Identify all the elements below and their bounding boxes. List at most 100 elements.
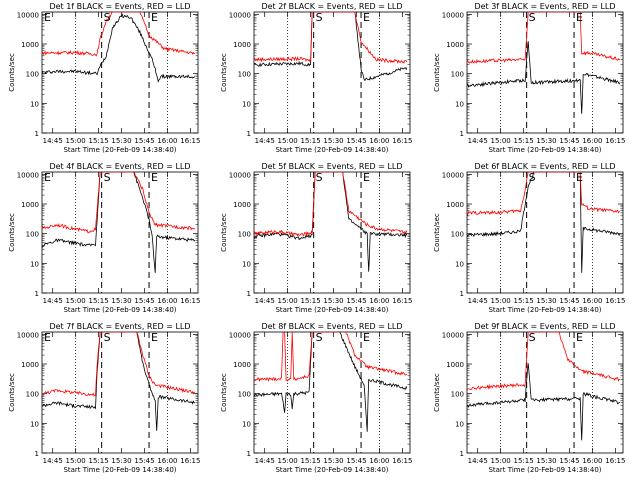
y-tick-label: 100	[26, 391, 39, 399]
x-tick-label: 15:45	[134, 137, 154, 145]
series-events-line	[42, 332, 196, 431]
x-tick-label: 16:15	[180, 457, 200, 465]
y-tick-label: 1000	[21, 361, 39, 369]
x-tick-label: 15:30	[111, 137, 131, 145]
y-axis-label: Counts/sec	[433, 213, 441, 252]
y-axis-label: Counts/sec	[8, 213, 16, 252]
x-tick-label: 15:30	[536, 137, 556, 145]
panel-det-7f: Det 7f BLACK = Events, RED = LLD 1 10 100 10…	[8, 322, 200, 474]
plot-frame	[466, 11, 624, 134]
y-tick-label: 1	[460, 450, 464, 458]
y-tick-label: 10	[30, 260, 39, 268]
y-tick-label: 1000	[233, 201, 251, 209]
x-tick-label: 15:15	[513, 457, 533, 465]
y-tick-label: 1	[460, 130, 464, 138]
x-tick-label: 15:00	[491, 457, 511, 465]
x-tick-label: 16:00	[582, 457, 602, 465]
panel-det-4f: Det 4f BLACK = Events, RED = LLD 1 10 100 10…	[8, 162, 200, 314]
x-axis-label: Start Time (20-Feb-09 14:38:40)	[275, 146, 388, 154]
y-tick-label: 1	[247, 130, 251, 138]
interval-marker-s: S	[316, 331, 323, 344]
series-lld-line	[467, 12, 621, 64]
interval-marker-s: S	[529, 331, 536, 344]
x-tick-label: 15:15	[300, 457, 320, 465]
series-group	[42, 332, 196, 431]
x-tick-label: 15:15	[88, 457, 108, 465]
x-tick-label: 15:45	[559, 137, 579, 145]
y-tick-label: 10	[242, 100, 251, 108]
y-tick-label: 10000	[229, 331, 251, 339]
y-tick-label: 100	[26, 231, 39, 239]
x-tick-label: 15:45	[559, 457, 579, 465]
x-tick-label: 15:00	[491, 297, 511, 305]
y-tick-label: 10	[30, 420, 39, 428]
x-tick-label: 14:45	[255, 297, 275, 305]
y-tick-label: 10000	[17, 171, 39, 179]
interval-marker-s: S	[316, 11, 323, 24]
interval-marker-e: E	[44, 331, 51, 344]
x-tick-label: 16:00	[157, 457, 177, 465]
x-tick-label: 16:15	[605, 457, 625, 465]
series-lld-line	[467, 332, 620, 390]
series-events-line	[254, 332, 408, 432]
x-tick-label: 16:15	[605, 137, 625, 145]
panel-title: Det 4f BLACK = Events, RED = LLD	[49, 162, 190, 171]
x-tick-label: 15:00	[278, 457, 298, 465]
y-tick-label: 1000	[446, 201, 464, 209]
x-tick-label: 14:45	[43, 457, 63, 465]
y-tick-label: 100	[238, 391, 251, 399]
y-axis-label: Counts/sec	[220, 53, 228, 92]
y-tick-label: 1000	[446, 41, 464, 49]
series-lld-line	[42, 12, 196, 57]
series-events-line	[254, 172, 408, 272]
y-tick-label: 10000	[17, 331, 39, 339]
x-tick-label: 15:15	[88, 297, 108, 305]
panel-det-3f: Det 3f BLACK = Events, RED = LLD 1 10 100 10…	[433, 2, 625, 154]
series-lld-line	[254, 172, 408, 237]
panel-det-6f: Det 6f BLACK = Events, RED = LLD 1 10 100 10…	[433, 162, 625, 314]
y-tick-label: 10	[30, 100, 39, 108]
x-tick-label: 15:00	[66, 137, 86, 145]
series-events-line	[467, 363, 620, 441]
y-tick-label: 100	[451, 71, 464, 79]
panel-title: Det 9f BLACK = Events, RED = LLD	[474, 322, 615, 331]
x-axis-label: Start Time (20-Feb-09 14:38:40)	[63, 306, 176, 314]
interval-marker-s: S	[529, 11, 536, 24]
interval-marker-e: E	[576, 11, 583, 24]
x-tick-label: 16:00	[582, 137, 602, 145]
y-tick-label: 1000	[233, 41, 251, 49]
series-lld-line	[254, 332, 408, 383]
y-tick-label: 1	[247, 290, 251, 298]
x-tick-label: 15:45	[134, 297, 154, 305]
x-axis-label: Start Time (20-Feb-09 14:38:40)	[488, 146, 601, 154]
x-tick-label: 15:45	[346, 457, 366, 465]
y-tick-label: 10	[242, 260, 251, 268]
y-tick-label: 10000	[442, 171, 464, 179]
x-tick-label: 15:45	[559, 297, 579, 305]
y-axis-label: Counts/sec	[433, 53, 441, 92]
interval-marker-e: E	[363, 11, 370, 24]
x-tick-label: 16:00	[582, 297, 602, 305]
x-tick-label: 16:15	[392, 137, 412, 145]
plot-frame	[41, 171, 199, 294]
series-events-line	[467, 172, 621, 273]
y-tick-label: 10000	[229, 11, 251, 19]
plot-frame	[253, 331, 411, 454]
x-tick-label: 14:45	[43, 137, 63, 145]
x-tick-label: 14:45	[468, 297, 488, 305]
y-tick-label: 100	[238, 71, 251, 79]
x-tick-label: 15:00	[66, 297, 86, 305]
y-tick-label: 100	[451, 391, 464, 399]
series-group	[467, 332, 620, 441]
y-axis-label: Counts/sec	[220, 373, 228, 412]
x-tick-label: 15:30	[323, 297, 343, 305]
series-group	[42, 12, 196, 83]
panel-title: Det 7f BLACK = Events, RED = LLD	[49, 322, 190, 331]
y-tick-label: 1	[35, 130, 39, 138]
interval-marker-e: E	[363, 331, 370, 344]
interval-marker-e: E	[44, 171, 51, 184]
x-tick-label: 15:00	[278, 137, 298, 145]
x-tick-label: 15:45	[346, 137, 366, 145]
x-tick-label: 15:15	[300, 137, 320, 145]
